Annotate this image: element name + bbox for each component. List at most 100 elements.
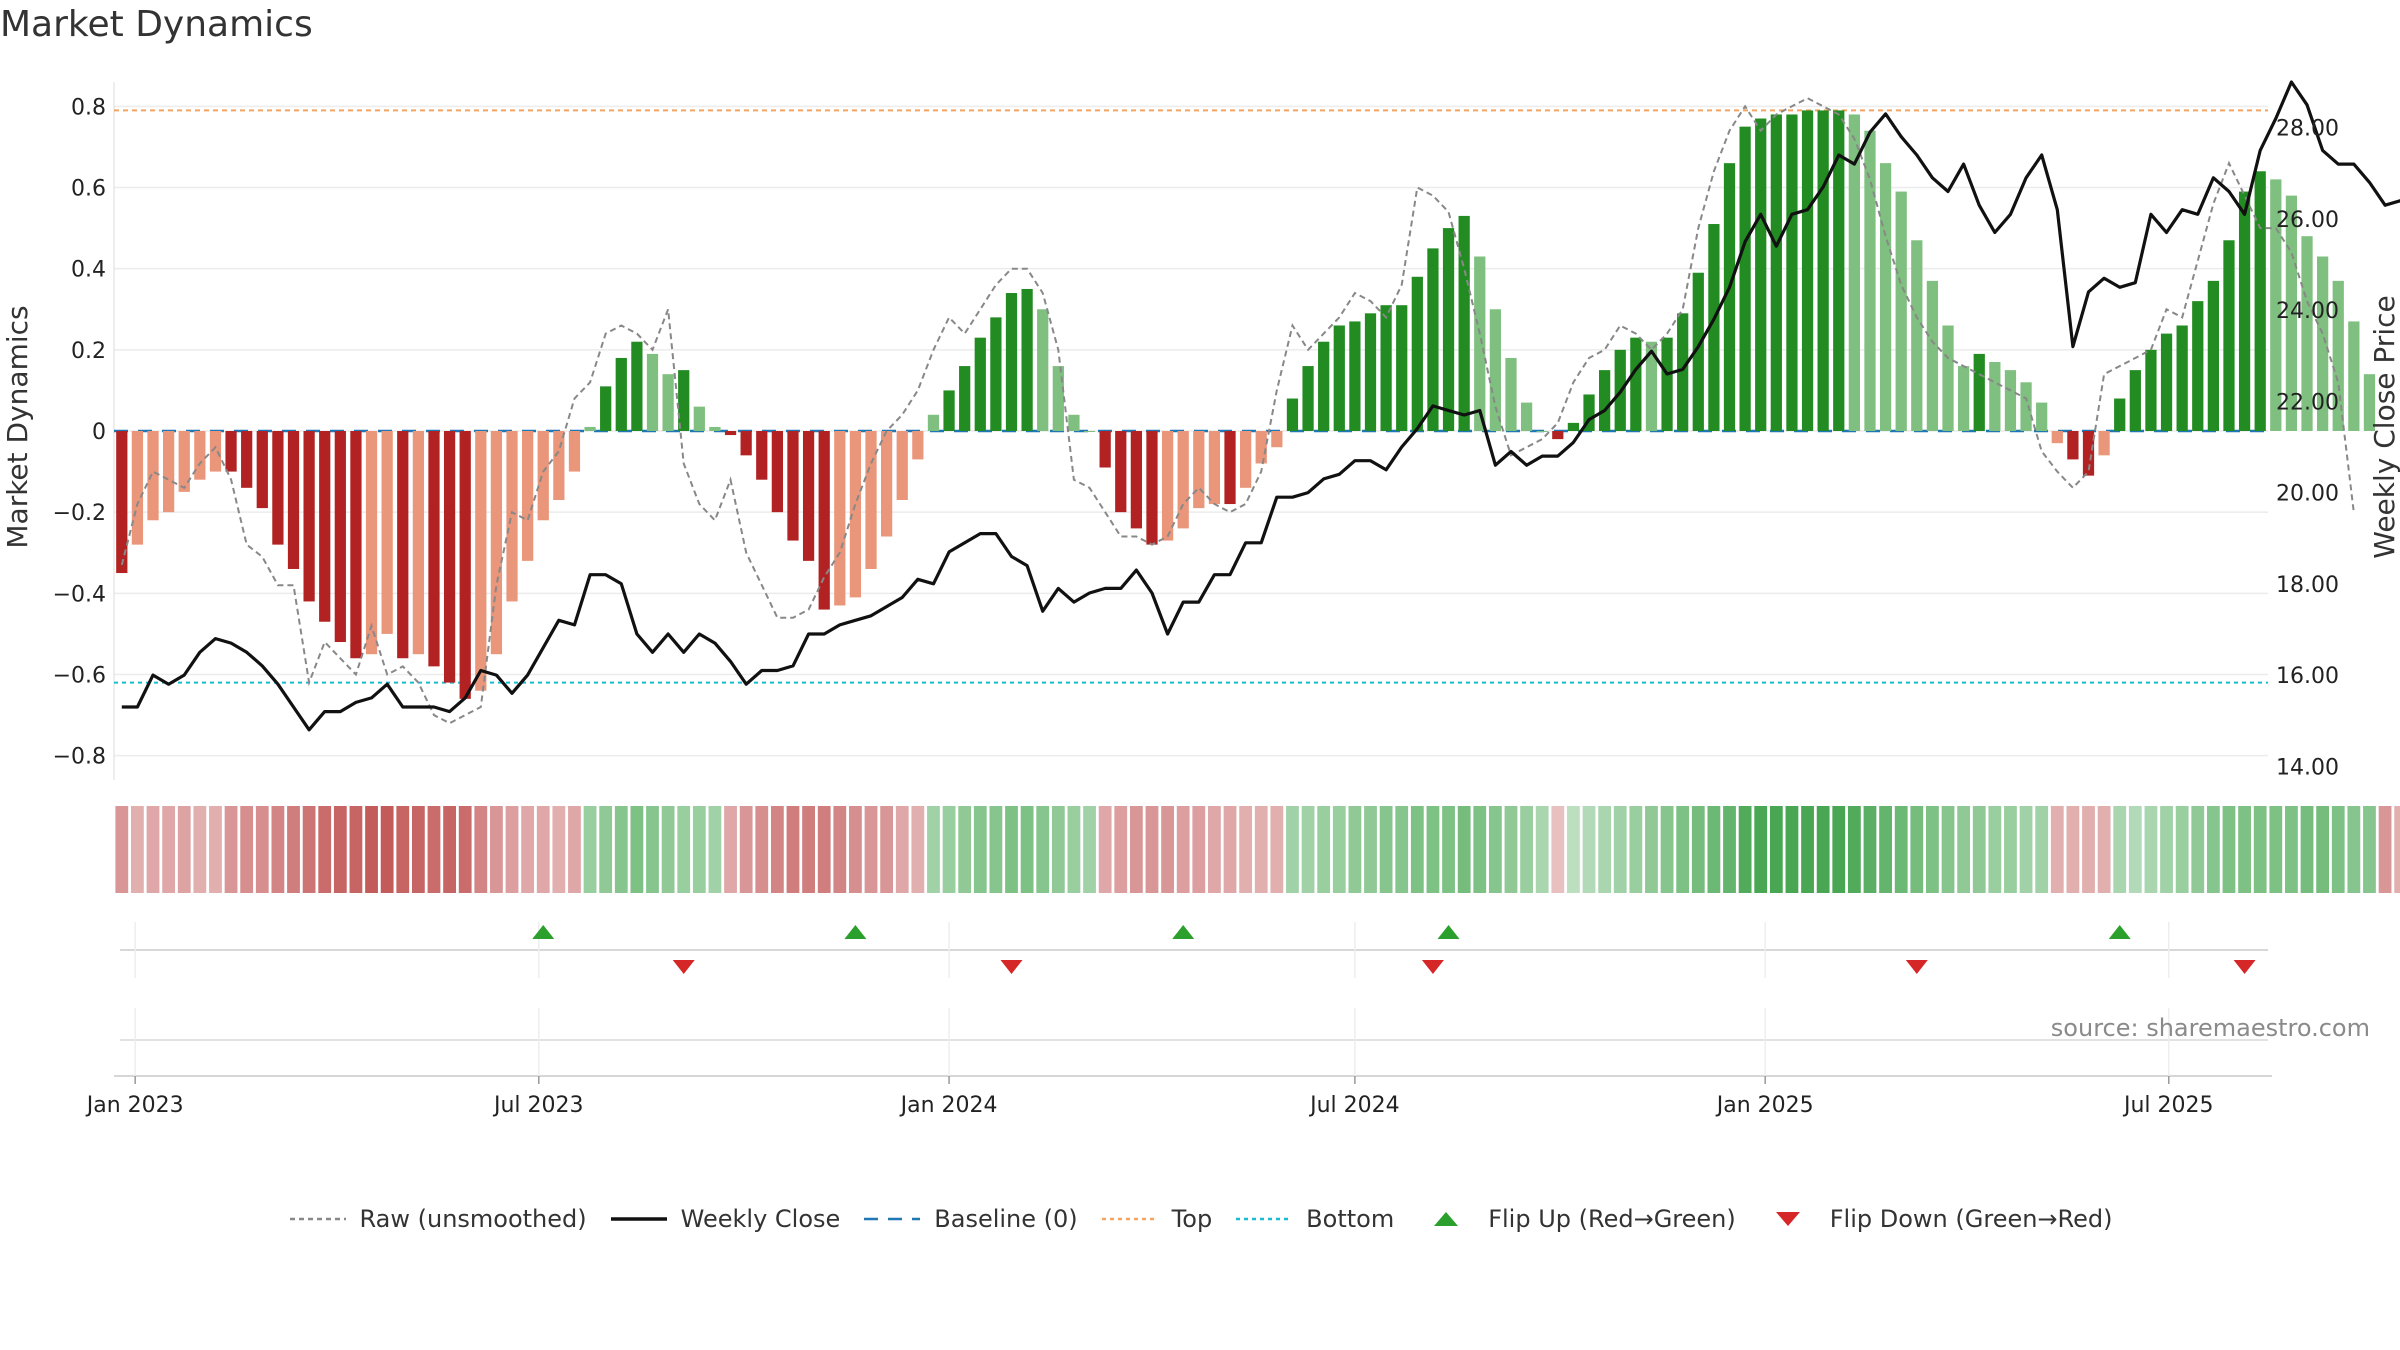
dynamics-bar xyxy=(1895,191,1907,431)
regime-cell xyxy=(2206,806,2220,893)
dynamics-bar xyxy=(1099,431,1111,468)
regime-cell xyxy=(2191,806,2205,893)
regime-cell xyxy=(1567,806,1580,893)
regime-cell xyxy=(1629,806,1643,893)
empty-panel xyxy=(114,1008,2272,1077)
dynamics-bar xyxy=(2051,431,2063,444)
x-tick-label: Jul 2024 xyxy=(1308,1093,1400,1118)
regime-cell xyxy=(1083,806,1096,893)
dynamics-bar xyxy=(1708,224,1720,431)
regime-cell xyxy=(2144,806,2158,893)
dynamics-bar xyxy=(678,370,690,431)
dynamics-bar xyxy=(1926,280,1939,431)
regime-cell xyxy=(427,806,441,893)
dynamics-bar xyxy=(959,366,971,431)
regime-cell xyxy=(1972,806,1986,893)
regime-cell xyxy=(1395,806,1409,893)
right-tick-label: 18.00 xyxy=(2276,573,2339,598)
legend-item: Baseline (0) xyxy=(862,1205,1078,1233)
dynamics-bar xyxy=(568,431,581,472)
regime-cell xyxy=(318,806,332,893)
regime-cell xyxy=(1348,806,1362,893)
regime-cell xyxy=(1005,806,1018,893)
regime-cell xyxy=(474,806,488,893)
regime-cell xyxy=(630,806,644,893)
raw-line xyxy=(120,97,2355,725)
regime-cell xyxy=(2004,806,2017,893)
regime-cell xyxy=(942,806,956,893)
source-label: source: sharemaestro.com xyxy=(2050,1014,2370,1042)
flip-down-marker xyxy=(672,960,695,974)
dynamics-bar xyxy=(693,406,705,431)
regime-cell xyxy=(708,806,722,893)
regime-cell xyxy=(677,806,691,893)
regime-cell xyxy=(646,806,659,893)
regime-cell xyxy=(209,806,222,893)
regime-cell xyxy=(380,806,394,893)
regime-cell xyxy=(2035,806,2049,893)
dynamics-bar xyxy=(2114,398,2126,431)
regime-cell xyxy=(973,806,987,893)
regime-cell xyxy=(1036,806,1050,893)
flip-up-marker xyxy=(1172,925,1195,939)
regime-cell xyxy=(458,806,472,893)
dynamics-bar xyxy=(1755,118,1767,431)
dynamics-bars xyxy=(116,110,2376,699)
regime-cell xyxy=(1832,806,1846,893)
dynamics-bar xyxy=(771,431,783,513)
regime-cell xyxy=(1613,806,1627,893)
dynamics-bar xyxy=(1567,422,1580,431)
regime-cell xyxy=(1941,806,1955,893)
regime-cell xyxy=(583,806,597,893)
regime-cell xyxy=(927,806,940,893)
left-tick-label: 0.4 xyxy=(71,258,106,283)
dynamics-bar xyxy=(1958,366,1970,431)
dynamics-bar xyxy=(1161,431,1174,541)
regime-cell xyxy=(880,806,894,893)
dynamics-bar xyxy=(381,431,393,634)
dynamics-bar xyxy=(724,431,737,436)
dynamics-bar xyxy=(1318,341,1330,431)
regime-cell xyxy=(599,806,613,893)
dynamics-bar xyxy=(1645,341,1658,431)
regime-cell xyxy=(1208,806,1221,893)
dynamics-bar xyxy=(912,431,924,460)
x-tick-label: Jul 2023 xyxy=(492,1093,584,1118)
dynamics-bar xyxy=(225,431,237,472)
regime-cell xyxy=(2285,806,2298,893)
raw-series xyxy=(120,97,2355,725)
regime-cell xyxy=(521,806,535,893)
regime-cell xyxy=(1520,806,1533,893)
dynamics-bar xyxy=(1973,353,1985,431)
flip-up-marker xyxy=(844,925,867,939)
regime-cell xyxy=(1535,806,1549,893)
right-tick-label: 16.00 xyxy=(2276,664,2339,689)
regime-cell xyxy=(2363,806,2376,893)
regime-cell xyxy=(724,806,737,893)
dynamics-bar xyxy=(2348,321,2360,431)
dynamics-bar xyxy=(1302,366,1314,431)
dynamics-bar xyxy=(209,431,222,472)
regime-cell xyxy=(1863,806,1877,893)
flip-down-marker xyxy=(2233,960,2256,974)
dynamics-bar xyxy=(1380,305,1392,431)
weekly-close-line xyxy=(121,80,2400,732)
regime-cell xyxy=(1051,806,1065,893)
dynamics-bar xyxy=(2020,382,2032,431)
flip-up-marker xyxy=(1437,925,1460,939)
dynamics-bar xyxy=(256,431,268,509)
right-axis-title: Weekly Close Price xyxy=(2368,295,2400,558)
dynamics-bar xyxy=(1911,240,1923,431)
regime-cell xyxy=(1239,806,1253,893)
dynamics-bar xyxy=(443,431,456,683)
legend-label: Top xyxy=(1171,1205,1213,1233)
regime-cell xyxy=(2050,806,2064,893)
dynamics-bar xyxy=(428,431,440,667)
dynamics-bar xyxy=(1989,362,2001,431)
x-tick-label: Jan 2024 xyxy=(899,1093,998,1118)
x-tick-label: Jan 2025 xyxy=(1715,1093,1814,1118)
dynamics-bar xyxy=(756,431,768,480)
legend-swatch xyxy=(1236,1217,1293,1221)
dynamics-bar xyxy=(475,431,487,691)
